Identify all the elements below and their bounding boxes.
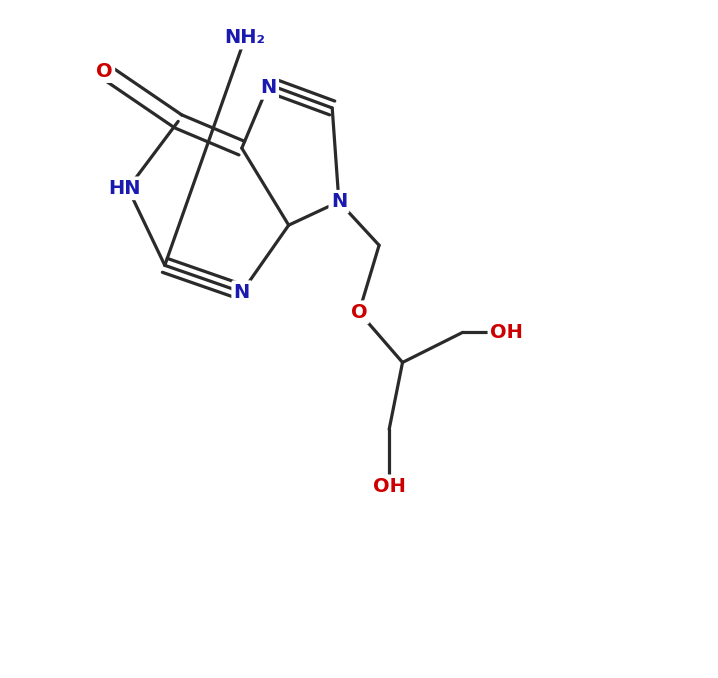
Text: N: N xyxy=(233,283,250,302)
Text: OH: OH xyxy=(373,477,406,496)
Text: O: O xyxy=(96,62,113,81)
Text: N: N xyxy=(331,193,347,212)
Text: OH: OH xyxy=(490,323,523,342)
Text: HN: HN xyxy=(108,179,141,198)
Text: N: N xyxy=(261,79,276,98)
Text: NH₂: NH₂ xyxy=(225,28,266,47)
Text: O: O xyxy=(350,302,368,322)
